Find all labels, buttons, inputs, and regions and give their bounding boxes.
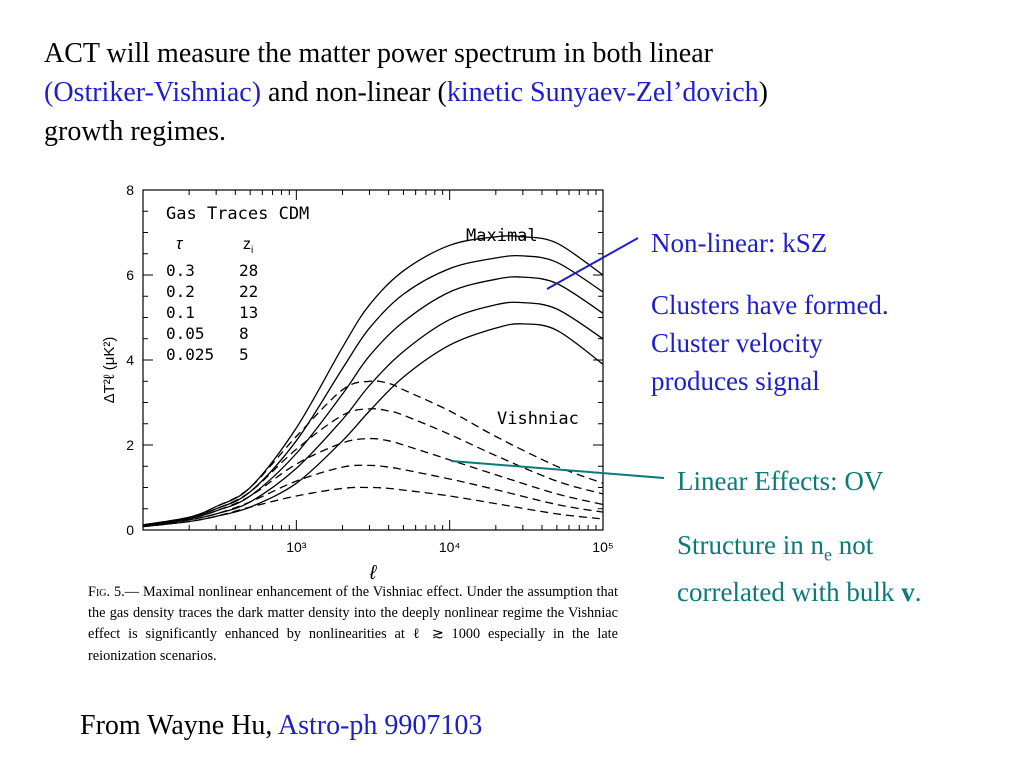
caption-text: — Maximal nonlinear enhancement of the V… (88, 584, 618, 664)
y-tick-label: 4 (126, 352, 134, 368)
y-tick-label: 2 (126, 437, 134, 453)
ksz-pointer-line (546, 237, 639, 290)
chart-title: Gas Traces CDM (166, 204, 309, 224)
nonlinear-title: Non-linear: kSZ (651, 228, 828, 258)
y-tick-label: 0 (126, 522, 134, 538)
maximal-label: Maximal (466, 226, 538, 246)
nonlinear-body-line-1: Clusters have formed. (651, 290, 889, 320)
vishniac-curve-tau-0.1 (142, 437, 604, 526)
slide-title: ACT will measure the matter power spectr… (44, 34, 994, 151)
legend-zi-value: 8 (239, 324, 249, 343)
legend-zi-value: 5 (239, 345, 249, 364)
vishniac-label: Vishniac (497, 409, 579, 429)
legend-header-tau: τ (176, 234, 184, 253)
figure-caption: Fig. 5.— Maximal nonlinear enhancement o… (88, 582, 618, 667)
ne-subscript: e (823, 544, 832, 565)
title-line-3: growth regimes. (44, 116, 226, 147)
nonlinear-body: Clusters have formed. Cluster velocity p… (651, 286, 1011, 400)
title-mid: and non-linear ( (261, 77, 447, 108)
linear-body-text-3: correlated with bulk (677, 577, 902, 608)
linear-body: Structure in ne not correlated with bulk… (677, 526, 1017, 611)
y-axis-label: ΔT²ℓ (μK²) (101, 337, 118, 404)
nonlinear-body-line-2: Cluster velocity (651, 328, 823, 358)
figure-number: Fig. 5. (88, 584, 125, 600)
bulk-v-bold: v (901, 577, 915, 608)
legend-tau-value: 0.1 (166, 303, 195, 322)
x-tick-label: 10⁵ (592, 539, 613, 555)
nonlinear-body-line-3: produces signal (651, 366, 820, 396)
legend-tau-value: 0.05 (166, 324, 205, 343)
maximal-curve-tau-0.05 (142, 301, 604, 527)
vishniac-curve-tau-0.05 (142, 464, 604, 527)
maximal-curve-tau-0.3 (142, 235, 604, 526)
legend-header-zi: zi (243, 236, 253, 256)
maximal-curve-tau-0.2 (142, 254, 604, 526)
legend-tau-value: 0.2 (166, 282, 195, 301)
maximal-curve-tau-0.025 (142, 323, 604, 528)
y-tick-label: 6 (126, 267, 134, 283)
credit-prefix: From Wayne Hu, (80, 710, 278, 741)
astro-ph-link[interactable]: Astro-ph 9907103 (277, 710, 483, 741)
x-tick-label: 10³ (286, 539, 307, 555)
vishniac-curve-tau-0.3 (142, 380, 604, 526)
legend-tau-value: 0.025 (166, 345, 214, 364)
maximal-curve-tau-0.1 (142, 276, 604, 526)
legend-zi-value: 28 (239, 261, 258, 280)
ksz-link[interactable]: kinetic Sunyaev-Zel’dovich (446, 77, 759, 108)
credit-line: From Wayne Hu, Astro-ph 9907103 (80, 708, 482, 744)
legend-zi-value: 13 (239, 303, 258, 322)
ov-pointer-line (450, 460, 665, 479)
title-end: ) (758, 77, 768, 108)
vishniac-curve-tau-0.2 (142, 408, 604, 526)
linear-body-text-4: . (914, 577, 922, 608)
linear-body-text-1: Structure in n (677, 530, 824, 560)
vishniac-curve-tau-0.025 (142, 486, 604, 528)
x-tick-label: 10⁴ (439, 539, 461, 555)
ostriker-vishniac-link[interactable]: (Ostriker-Vishniac) (44, 77, 262, 108)
title-line-1: ACT will measure the matter power spectr… (44, 38, 713, 69)
x-axis-label: ℓ (369, 562, 378, 584)
legend-zi-value: 22 (239, 282, 258, 301)
linear-body-text-2: not (831, 530, 874, 560)
legend-tau-value: 0.3 (166, 261, 195, 280)
y-tick-label: 8 (126, 182, 134, 198)
linear-title: Linear Effects: OV (677, 466, 884, 496)
